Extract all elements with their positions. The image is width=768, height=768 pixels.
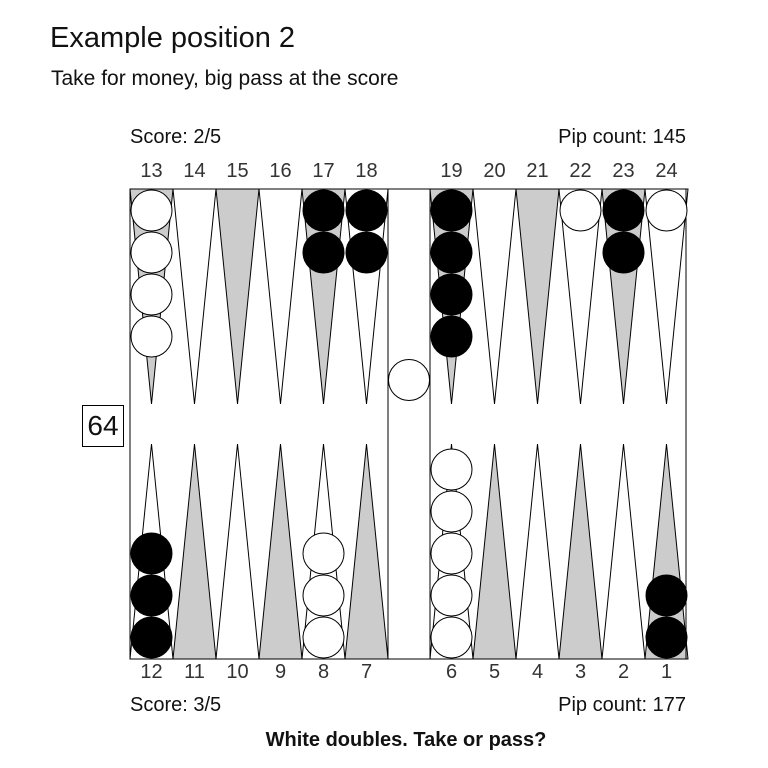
black-checker xyxy=(345,189,388,232)
doubling-cube[interactable]: 64 xyxy=(82,405,124,447)
white-checker xyxy=(302,532,345,575)
point-label-16: 16 xyxy=(269,160,292,182)
point-label-14: 14 xyxy=(183,160,206,182)
black-checker xyxy=(130,532,173,575)
white-checker xyxy=(130,273,173,316)
point-label-24: 24 xyxy=(655,160,678,182)
point-label-12: 12 xyxy=(140,661,163,683)
white-checker xyxy=(302,574,345,617)
black-checker xyxy=(430,231,473,274)
bar-white-checker xyxy=(388,359,430,401)
white-checker xyxy=(430,574,473,617)
white-checker xyxy=(430,490,473,533)
top-player-score: Score: 2/5 xyxy=(130,126,222,148)
point-label-7: 7 xyxy=(360,661,373,683)
black-checker xyxy=(602,231,645,274)
black-checker xyxy=(130,574,173,617)
black-checker xyxy=(345,231,388,274)
white-checker xyxy=(302,616,345,659)
white-checker xyxy=(430,448,473,491)
top-player-pip-count: Pip count: 145 xyxy=(558,126,686,148)
question-text: White doubles. Take or pass? xyxy=(265,729,547,751)
point-label-20: 20 xyxy=(483,160,506,182)
black-checker xyxy=(130,616,173,659)
black-checker xyxy=(645,616,688,659)
point-label-1: 1 xyxy=(660,661,673,683)
page-subtitle: Take for money, big pass at the score xyxy=(51,67,399,90)
black-checker xyxy=(645,574,688,617)
point-label-9: 9 xyxy=(274,661,287,683)
point-label-10: 10 xyxy=(226,661,249,683)
point-label-3: 3 xyxy=(574,661,587,683)
point-label-21: 21 xyxy=(526,160,549,182)
point-label-15: 15 xyxy=(226,160,249,182)
white-checker xyxy=(430,616,473,659)
bottom-player-pip-count: Pip count: 177 xyxy=(558,694,686,716)
point-label-11: 11 xyxy=(184,661,205,683)
page-title: Example position 2 xyxy=(50,22,296,54)
point-label-4: 4 xyxy=(531,661,544,683)
black-checker xyxy=(302,231,345,274)
bar xyxy=(387,188,431,660)
white-checker xyxy=(559,189,602,232)
point-label-6: 6 xyxy=(445,661,458,683)
point-label-17: 17 xyxy=(312,160,335,182)
point-label-13: 13 xyxy=(140,160,163,182)
black-checker xyxy=(430,315,473,358)
point-label-22: 22 xyxy=(569,160,592,182)
white-checker xyxy=(130,189,173,232)
black-checker xyxy=(302,189,345,232)
point-label-19: 19 xyxy=(440,160,463,182)
point-label-8: 8 xyxy=(317,661,330,683)
board-frame xyxy=(129,188,687,660)
white-checker xyxy=(130,231,173,274)
bottom-player-score: Score: 3/5 xyxy=(130,694,222,716)
white-checker xyxy=(645,189,688,232)
black-checker xyxy=(602,189,645,232)
point-label-23: 23 xyxy=(612,160,635,182)
white-checker xyxy=(430,532,473,575)
point-label-2: 2 xyxy=(617,661,630,683)
point-label-18: 18 xyxy=(355,160,378,182)
black-checker xyxy=(430,189,473,232)
white-checker xyxy=(130,315,173,358)
black-checker xyxy=(430,273,473,316)
point-label-5: 5 xyxy=(488,661,501,683)
